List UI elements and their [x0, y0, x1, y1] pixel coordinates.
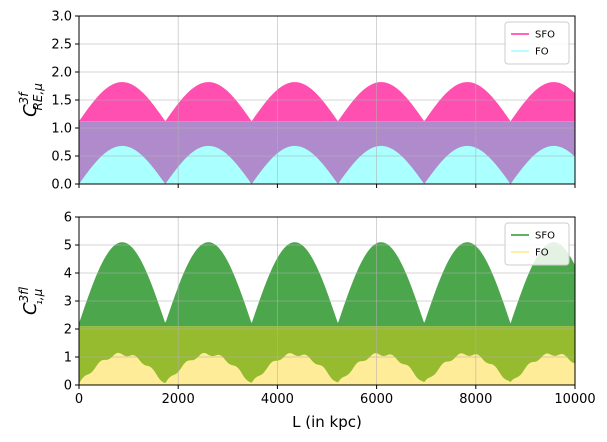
series-sfo-area-bottom — [79, 242, 575, 327]
plot-area-top — [79, 82, 575, 184]
x-tick-label: 2000 — [162, 392, 195, 407]
series-fo-area-top — [79, 145, 575, 184]
y-tick-label: 4 — [64, 267, 72, 282]
y-tick-label: 0.5 — [51, 150, 72, 165]
legend-top: SFO FO — [504, 21, 570, 65]
y-tick-label: 1 — [64, 351, 72, 366]
y-tick-label: 2.0 — [51, 66, 72, 81]
y-tick-label: 3.0 — [51, 10, 72, 25]
plot-area-bottom — [79, 242, 575, 385]
legend-label-fo: FO — [535, 248, 549, 259]
x-tick-label: 0 — [75, 392, 83, 407]
y-axis-label: C3fRE,μ — [17, 83, 45, 117]
series-fo-area-bottom — [79, 352, 575, 385]
legend-box — [504, 222, 570, 266]
y-tick-label: 2 — [64, 323, 72, 338]
legend-label-sfo: SFO — [535, 231, 555, 242]
series-sfo-area-top — [79, 82, 575, 122]
x-axis-label: L (in kpc) — [292, 413, 362, 431]
y-tick-label: 1.5 — [51, 94, 72, 109]
legend-bottom: SFO FO — [504, 222, 570, 266]
legend-box — [504, 21, 570, 65]
y-tick-label: 6 — [64, 211, 72, 226]
chart-panel-top: 0.0 0.5 1.0 1.5 2.0 2.5 3.0 C3fRE,μ SFO FO — [17, 10, 576, 193]
legend-label-fo: FO — [535, 47, 549, 58]
x-tick-label: 6000 — [360, 392, 393, 407]
y-axis-label: C3fl₁,μ — [17, 287, 45, 315]
chart-panel-bottom: 0 1 2 3 4 5 6 0 2000 4000 6000 8000 10000 L (in kpc) C… — [17, 211, 596, 432]
x-tick-label: 4000 — [261, 392, 294, 407]
y-tick-label: 3 — [64, 295, 72, 310]
legend-label-sfo: SFO — [535, 30, 555, 41]
x-tick-label: 10000 — [554, 392, 595, 407]
y-tick-label: 1.0 — [51, 122, 72, 137]
y-tick-label: 2.5 — [51, 38, 72, 53]
x-tick-label: 8000 — [459, 392, 492, 407]
y-tick-label: 0.0 — [51, 178, 72, 193]
y-tick-label: 5 — [64, 239, 72, 254]
y-tick-label: 0 — [64, 379, 72, 394]
